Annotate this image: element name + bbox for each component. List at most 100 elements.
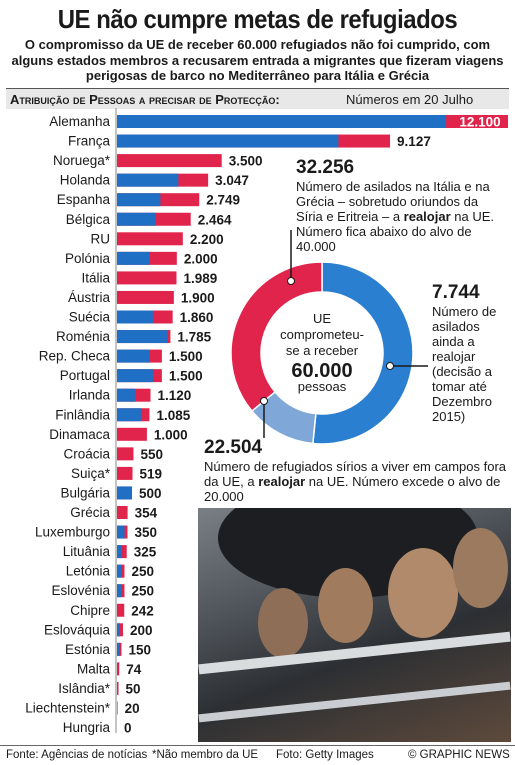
category-label: Espanha <box>57 192 111 207</box>
callout-syrians: 22.504 Número de refugiados sírios a viv… <box>204 437 508 504</box>
value-label: 3.047 <box>215 173 249 188</box>
value-label: 550 <box>140 447 163 462</box>
donut-segment <box>312 261 414 445</box>
category-label: Estónia <box>65 642 111 657</box>
category-label: Hungria <box>63 720 111 735</box>
bar-segment-blue <box>117 349 150 363</box>
value-label: 2.749 <box>206 193 240 208</box>
bar-segment-blue <box>117 545 122 559</box>
category-label: Liechtenstein* <box>25 701 111 716</box>
category-label: Portugal <box>60 368 110 383</box>
donut-hole <box>262 293 382 413</box>
leader-dot <box>260 397 268 405</box>
footer-photo: Foto: Getty Images <box>276 749 374 761</box>
category-label: Eslovénia <box>51 583 110 598</box>
category-label: Chipre <box>70 603 110 618</box>
value-label: 20 <box>125 701 140 716</box>
donut-center-text: comprometeu- <box>280 327 364 342</box>
category-label: Alemanha <box>49 114 110 129</box>
value-label: 1.989 <box>184 271 218 286</box>
callout-number: 32.256 <box>296 157 355 178</box>
category-label: Grécia <box>70 505 110 520</box>
bar-segment-blue <box>117 623 120 637</box>
bar-segment-blue <box>117 212 156 226</box>
value-label: 200 <box>130 623 153 638</box>
photo-figure-shape <box>258 588 308 658</box>
photo-figure-shape <box>318 568 373 643</box>
callout-number: 7.744 <box>432 282 480 303</box>
bar-segment-blue <box>117 310 153 324</box>
bar-segment-blue <box>117 408 141 422</box>
value-label: 150 <box>128 642 151 657</box>
value-label: 250 <box>131 584 154 599</box>
bar-segment-red <box>117 466 133 480</box>
category-label: Polónia <box>65 251 111 266</box>
callout-text: Número de refugiados sírios a viver em c… <box>204 459 507 504</box>
refugees-photo <box>198 508 511 742</box>
bar-segment-red <box>117 290 174 304</box>
value-label: 1.500 <box>169 369 203 384</box>
callout-italy-greece: 32.256 Número de asilados na Itália e na… <box>296 157 508 254</box>
category-label: Noruega* <box>53 153 111 168</box>
category-label: RU <box>91 231 111 246</box>
donut-segment <box>230 261 323 413</box>
bar-segment-blue <box>117 564 122 578</box>
bar-segment-red <box>117 701 118 715</box>
category-label: Irlanda <box>69 388 111 403</box>
value-label: 12.100 <box>459 115 500 130</box>
value-label: 242 <box>131 603 154 618</box>
bar-segment-blue <box>117 369 153 383</box>
category-label: Dinamaca <box>49 427 110 442</box>
value-label: 1.860 <box>180 310 214 325</box>
value-label: 0 <box>124 721 132 736</box>
bar-segment-blue <box>117 330 168 344</box>
footer-credit: © GRAPHIC NEWS <box>408 749 510 761</box>
value-label-box <box>452 115 508 128</box>
bar-segment-blue <box>117 642 120 656</box>
value-label: 350 <box>134 525 157 540</box>
bar-segment-blue <box>117 525 125 539</box>
bar-segment-blue <box>117 173 179 187</box>
category-label: Croácia <box>63 446 110 461</box>
value-label: 1.785 <box>177 330 211 345</box>
category-label: Letónia <box>66 564 111 579</box>
bar-segment-blue <box>117 486 132 500</box>
value-label: 74 <box>126 662 142 677</box>
value-label: 1.500 <box>169 349 203 364</box>
bar-segment-blue <box>117 584 122 598</box>
category-label: França <box>68 134 111 149</box>
footer-non-member: *Não membro da UE <box>152 749 259 761</box>
bar-segment-red <box>117 506 128 519</box>
category-label: Rep. Checa <box>39 349 111 364</box>
bar-segment-red <box>117 447 134 461</box>
bar-segment-red <box>117 662 120 676</box>
bar-segment-red <box>117 154 222 168</box>
bar-segment-blue <box>117 251 150 265</box>
value-label: 325 <box>134 545 157 560</box>
value-label: 1.120 <box>158 388 192 403</box>
bar-segment-blue <box>117 388 135 402</box>
bar-segment-red <box>117 271 177 285</box>
category-label: Luxemburgo <box>35 525 110 540</box>
value-label: 519 <box>140 466 163 481</box>
bar-segment-red <box>117 427 147 441</box>
value-label: 250 <box>131 564 154 579</box>
section-header: Atribuição de Pessoas a precisar de Prot… <box>6 88 509 109</box>
footer-source: Fonte: Agências de notícias <box>6 749 148 761</box>
bar-segment-red <box>117 232 183 246</box>
value-label: 1.085 <box>156 408 190 423</box>
bar-segment-blue <box>117 115 447 128</box>
value-label: 9.127 <box>397 134 431 149</box>
value-label: 2.000 <box>184 251 218 266</box>
value-label: 3.500 <box>229 154 263 169</box>
leader-dot <box>287 277 295 285</box>
donut-center-value: 60.000 <box>291 360 352 382</box>
category-label: Lituânia <box>63 544 111 559</box>
section-label: Atribuição de Pessoas a precisar de Prot… <box>10 92 280 107</box>
bar-segment-red <box>117 681 119 695</box>
category-label: Suécia <box>69 310 111 325</box>
callout-text: Número de asilados ainda a realojar (dec… <box>432 304 497 424</box>
bar-segment-red <box>117 545 127 559</box>
bar-segment-red <box>117 603 125 617</box>
category-label: Malta <box>77 661 111 676</box>
